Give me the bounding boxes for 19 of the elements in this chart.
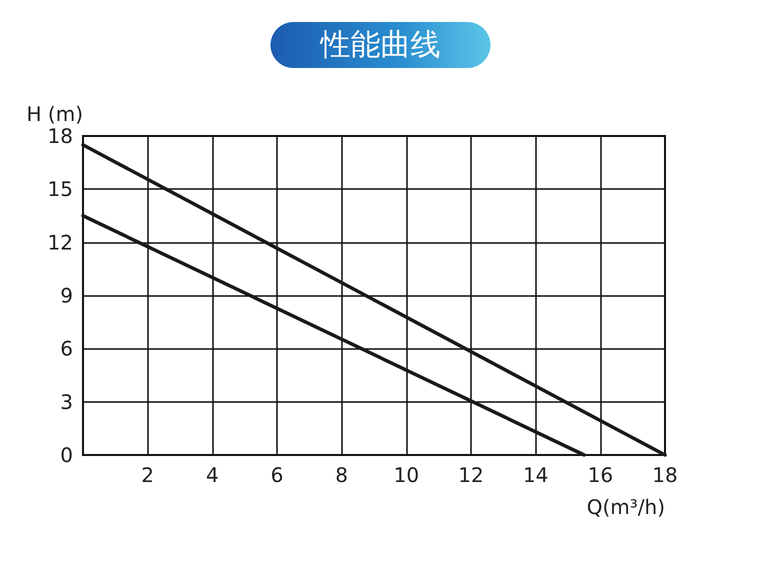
x-tick-label: 14 [522,463,548,487]
chart-title: 性能曲线 [320,28,440,62]
x-axis-title: Q(m³/h) [586,495,665,519]
y-axis-title: H (m) [26,102,83,126]
x-tick-label: 4 [206,463,219,487]
y-tick-label: 9 [60,284,73,308]
y-tick-label: 0 [60,443,73,467]
y-tick-label: 6 [60,336,73,361]
y-tick-label: 15 [48,177,73,202]
x-tick-label: 16 [588,463,614,487]
x-tick-label: 12 [458,463,484,487]
x-tick-label: 8 [335,463,348,487]
x-tick-label: 2 [141,463,154,487]
x-tick-label: 18 [652,463,678,487]
x-tick-label: 10 [394,463,420,487]
y-tick-label: 3 [60,390,73,414]
x-tick-label: 6 [270,463,284,487]
y-tick-label: 18 [48,124,73,148]
y-tick-label: 12 [48,230,73,254]
